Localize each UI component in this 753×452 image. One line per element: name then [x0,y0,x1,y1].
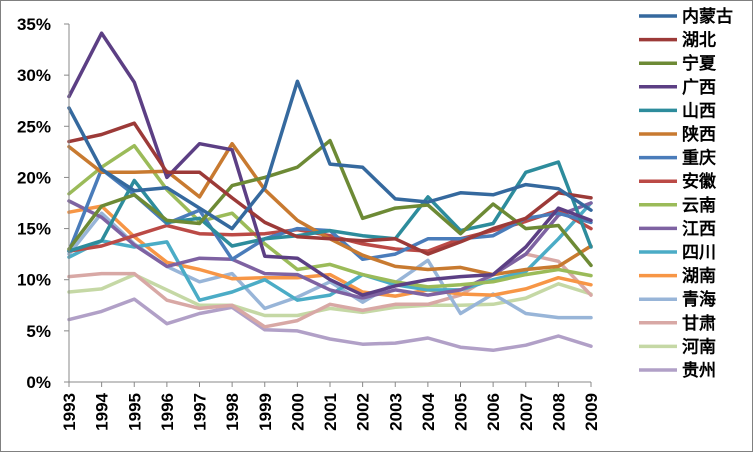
legend-label: 甘肃 [682,313,716,334]
legend-label: 陕西 [682,124,716,145]
x-tick-label: 1997 [191,393,210,431]
legend-label: 湖北 [682,31,716,51]
x-tick-label: 2007 [517,393,536,431]
series-line-广西 [67,31,593,297]
plot-series [67,31,593,353]
x-tick-label: 2002 [354,393,373,431]
series-line-江西 [67,199,593,300]
x-tick-label: 2003 [386,393,405,431]
x-tick-label: 2009 [582,393,601,431]
y-tick-label: 20% [17,168,51,187]
series-line-四川 [67,201,593,302]
x-tick-label: 2004 [419,392,438,430]
x-tick-label: 2005 [452,393,471,431]
series-line-宁夏 [67,138,593,268]
x-tick-label: 1998 [223,393,242,431]
series-line-云南 [67,143,593,289]
y-tick-label: 30% [17,66,51,85]
x-tick-label: 2006 [484,393,503,431]
x-tick-label: 1994 [93,392,112,430]
legend-label: 安徽 [682,171,717,192]
series-line-湖南 [67,204,593,298]
x-tick-label: 1993 [60,393,79,431]
x-tick-label: 2008 [549,393,568,431]
legend-label: 山西 [682,101,716,121]
legend-label: 青海 [682,289,716,310]
legend-label: 湖南 [682,266,716,287]
y-tick-label: 35% [17,15,51,34]
y-tick-label: 25% [17,117,51,136]
series-line-内蒙古 [67,79,593,231]
legend-label: 宁夏 [682,53,717,74]
y-tick-label: 10% [17,271,51,290]
legend-label: 重庆 [682,148,716,169]
legend-label: 云南 [682,195,716,216]
y-tick-label: 0% [26,373,51,392]
y-tick-label: 5% [26,322,51,341]
legend-label: 广西 [682,77,716,98]
y-tick-label: 15% [17,220,51,239]
series-line-贵州 [67,297,593,353]
x-tick-label: 1995 [125,393,144,431]
legend-label: 贵州 [682,360,716,381]
x-tick-label: 1999 [256,393,275,431]
series-line-湖北 [67,121,593,256]
x-tick-label: 1996 [158,393,177,431]
x-tick-label: 2001 [321,393,340,431]
legend-label: 江西 [682,219,716,239]
axes: 0% 5% 10% 15% 20% 25% 30% 35% 1993 1994 1995 1996 19… [17,15,601,431]
legend-label: 内蒙古 [682,6,733,27]
legend-label: 河南 [682,336,716,357]
series-line-山西 [67,160,593,253]
legend-label: 四川 [682,243,716,263]
series-line-安徽 [67,208,593,253]
x-tick-label: 2000 [288,393,307,431]
